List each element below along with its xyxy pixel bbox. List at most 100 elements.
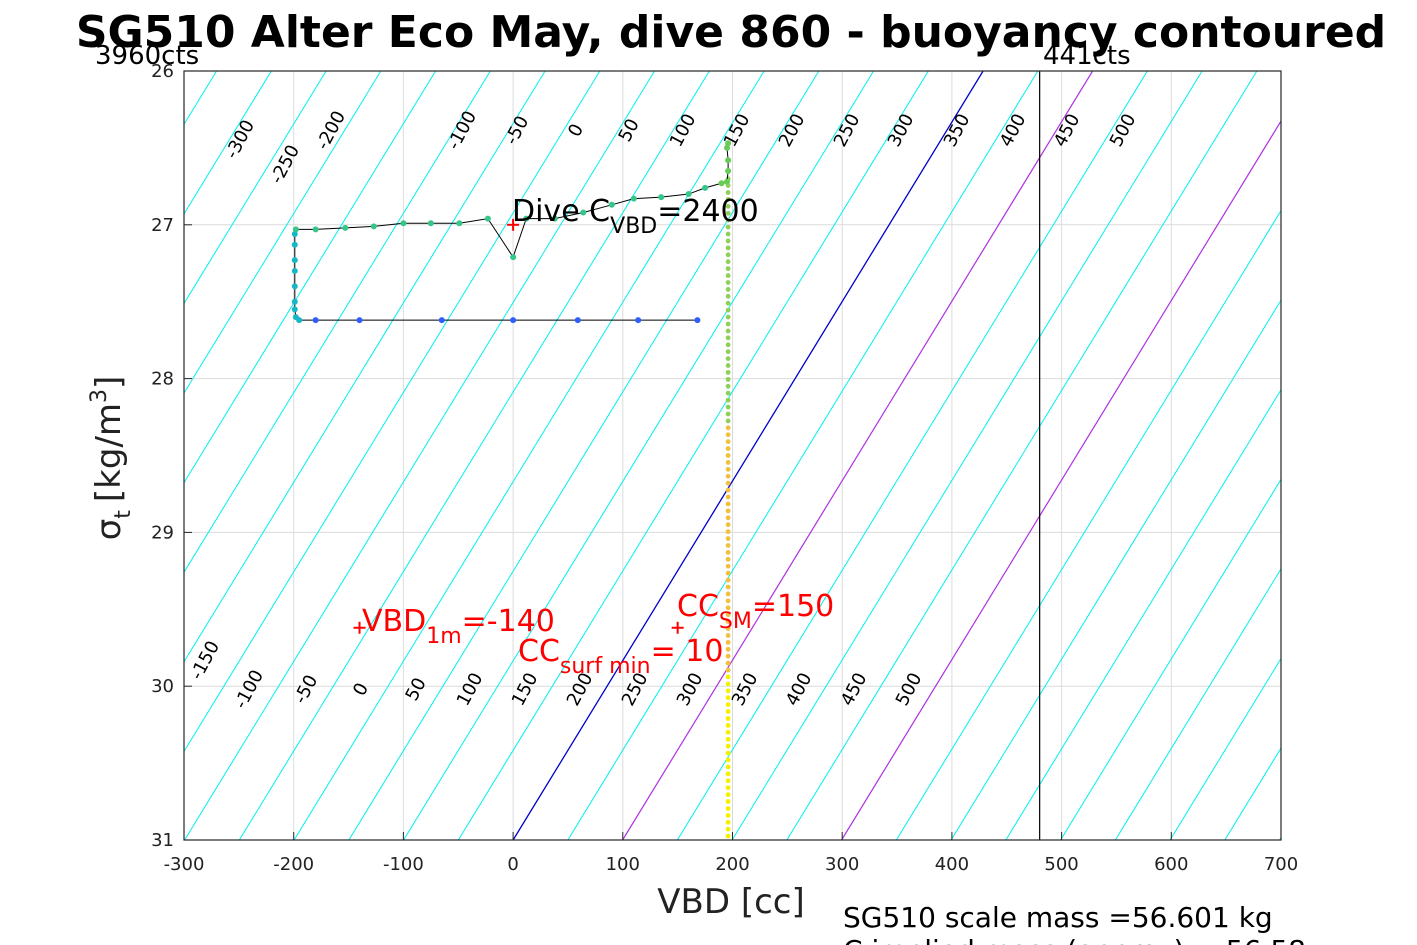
annotation-dive-cvbd-sub: VBD	[610, 214, 657, 239]
data-point-tail	[725, 273, 731, 278]
annotation-cc-surf-sub: surf min	[560, 654, 651, 679]
data-point	[685, 191, 692, 198]
y-tick-label: 27	[151, 215, 174, 236]
annotation-vbd-1m: VBD1m=-140	[362, 604, 555, 649]
data-point-tail	[725, 812, 731, 818]
data-point-tail	[725, 487, 731, 493]
data-point-tail	[725, 300, 731, 306]
data-point-tail	[725, 404, 731, 410]
buoyancy-contour-line	[184, 71, 491, 574]
annotation-cc-surf-main: CC	[518, 634, 560, 669]
x-tick-label: -200	[273, 854, 314, 875]
buoyancy-contour-line	[786, 71, 1258, 840]
data-point-tail	[725, 584, 731, 590]
data-point-tail	[725, 515, 731, 521]
data-point-tail	[725, 293, 731, 299]
buoyancy-contour-line	[184, 71, 601, 753]
data-point-tail	[725, 480, 731, 486]
data-point	[702, 184, 709, 191]
data-point-tail	[725, 778, 731, 784]
data-point-tail	[725, 453, 731, 458]
data-point	[291, 306, 298, 313]
data-point-tail	[725, 349, 731, 355]
buoyancy-contour-line	[457, 71, 929, 840]
data-point	[718, 180, 725, 187]
data-point-tail	[725, 806, 731, 811]
data-point-tail	[725, 764, 731, 770]
footer-scale-mass: SG510 scale mass =56.601 kg	[843, 901, 1273, 934]
x-tick-label: 100	[606, 854, 640, 875]
annotation-vbd-1m-sub: 1m	[426, 624, 461, 649]
buoyancy-contour-line	[184, 71, 437, 484]
buoyancy-contour-line	[1334, 71, 1417, 840]
x-tick-label: 0	[507, 854, 518, 875]
data-point	[438, 317, 445, 324]
data-point	[725, 157, 732, 164]
data-point-tail	[725, 695, 731, 701]
buoyancy-contour-line	[841, 119, 1281, 840]
data-point-tail	[725, 432, 731, 438]
data-point-tail	[725, 321, 731, 327]
reference-markers	[353, 218, 684, 634]
data-point-tail	[726, 875, 731, 880]
buoyancy-contour-line	[676, 71, 1148, 840]
data-point-tail	[725, 792, 731, 798]
y-axis-label-units: [kg/m	[89, 403, 129, 502]
data-point	[291, 241, 298, 248]
data-point	[510, 317, 517, 324]
data-point-tail	[725, 716, 731, 721]
buoyancy-contour-line	[1279, 836, 1281, 840]
data-point-tail	[725, 591, 731, 597]
data-point-tail	[725, 633, 731, 638]
data-point-tail	[725, 736, 731, 742]
data-point-tail	[725, 826, 731, 832]
data-point-tail	[725, 259, 731, 265]
annotation-dive-cvbd: Dive CVBD=2400	[512, 194, 759, 239]
data-point-tail	[725, 543, 731, 548]
data-point-tail	[725, 529, 731, 535]
data-point-tail	[725, 799, 731, 804]
annotation-dive-cvbd-main: Dive C	[512, 194, 610, 229]
buoyancy-contour-line	[184, 71, 656, 840]
data-point-tail	[725, 646, 731, 652]
data-point-tail	[725, 266, 731, 272]
data-point-tail	[725, 653, 731, 659]
annotation-vbd-1m-value: =-140	[462, 604, 555, 639]
data-point	[292, 226, 299, 233]
data-point-tail	[725, 383, 731, 389]
buoyancy-contour-line	[567, 71, 1039, 840]
data-point-tail	[725, 702, 731, 708]
data-point	[630, 195, 637, 202]
data-point	[574, 317, 581, 324]
data-point	[694, 317, 701, 324]
data-point-tail	[725, 328, 731, 334]
data-point-tail	[725, 397, 731, 403]
footer-implied-mass: C implied mass (approx) = 56.58	[843, 934, 1306, 945]
dive-series	[291, 140, 732, 880]
x-axis-label: VBD [cc]	[657, 882, 805, 922]
data-point-tail	[725, 210, 731, 216]
data-point-tail	[725, 356, 731, 362]
y-tick-label: 29	[151, 522, 174, 543]
data-point-tail	[725, 494, 731, 500]
data-point-tail	[725, 619, 731, 625]
data-point-tail	[725, 307, 731, 313]
y-axis-label-symbol: σ	[89, 519, 129, 541]
y-tick-label: 30	[151, 676, 174, 697]
data-point-tail	[725, 660, 731, 666]
data-point-tail	[725, 411, 731, 417]
data-point-tail	[725, 252, 731, 258]
data-point-tail	[725, 508, 731, 514]
data-point-tail	[725, 723, 731, 728]
buoyancy-contour-line	[184, 71, 327, 305]
data-point-tail	[725, 598, 731, 604]
buoyancy-contour-line	[184, 71, 272, 215]
x-tick-label: 500	[1044, 854, 1078, 875]
chart-title: SG510 Alter Eco May, dive 860 - buoyancy…	[76, 7, 1386, 58]
data-point	[523, 215, 530, 222]
buoyancy-contour-line	[622, 71, 1094, 840]
data-point-tail	[725, 570, 731, 576]
data-point	[725, 167, 732, 174]
data-point-tail	[725, 833, 731, 839]
